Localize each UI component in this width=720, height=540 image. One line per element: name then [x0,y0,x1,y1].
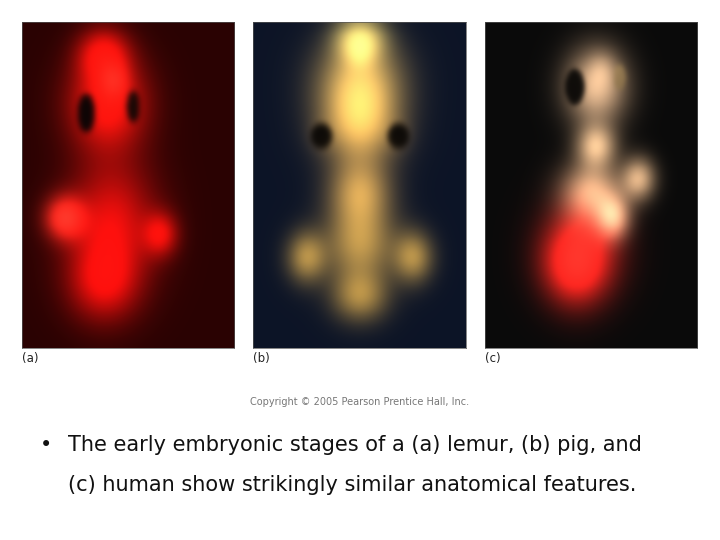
Text: •: • [40,435,52,455]
Text: Copyright © 2005 Pearson Prentice Hall, Inc.: Copyright © 2005 Pearson Prentice Hall, … [251,397,469,407]
Text: (c): (c) [485,352,500,365]
Text: (a): (a) [22,352,38,365]
Text: (b): (b) [253,352,270,365]
Text: (c) human show strikingly similar anatomical features.: (c) human show strikingly similar anatom… [68,475,636,495]
Text: The early embryonic stages of a (a) lemur, (b) pig, and: The early embryonic stages of a (a) lemu… [68,435,642,455]
